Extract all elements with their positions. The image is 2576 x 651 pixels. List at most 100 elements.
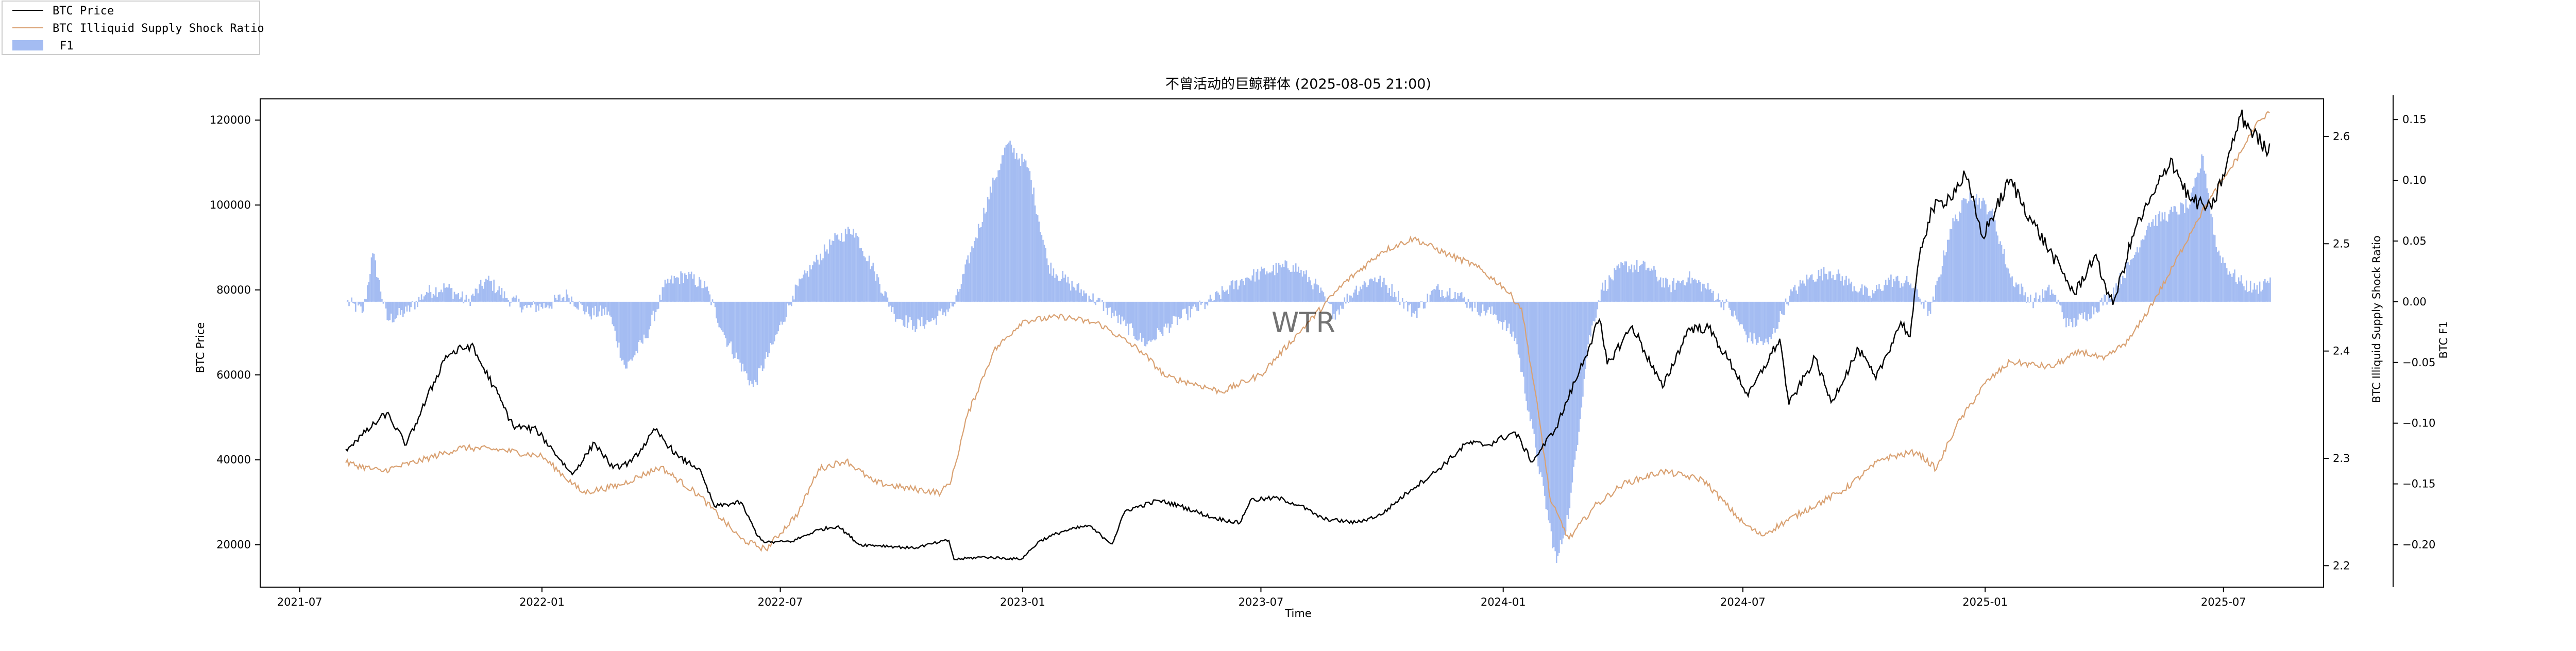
f1-bar [1637, 271, 1639, 302]
f1-bar [1431, 290, 1432, 302]
f1-bar [394, 301, 396, 319]
f1-bar [1038, 221, 1040, 302]
f1-bar [2256, 285, 2258, 302]
f1-bar [1615, 269, 1617, 302]
f1-tick-label: 0.15 [2402, 113, 2427, 126]
f1-bar [1452, 299, 1453, 302]
f1-bar [1170, 301, 1172, 328]
f1-bar [1612, 280, 1614, 302]
f1-bar [1295, 263, 1297, 302]
x-tick-label: 2022-07 [758, 596, 803, 608]
f1-bar [1192, 301, 1194, 307]
f1-bar [1256, 271, 1257, 302]
f1-bar [2011, 276, 2013, 302]
x-tick-label: 2024-07 [1720, 596, 1766, 608]
f1-bar [450, 288, 451, 302]
f1-bar [1822, 280, 1823, 302]
f1-bar [921, 301, 923, 317]
f1-bar [1664, 287, 1666, 302]
f1-bar [694, 285, 696, 302]
f1-bar [423, 296, 425, 302]
f1-bar [785, 301, 787, 317]
f1-bar [1999, 241, 2001, 302]
f1-bar [1846, 285, 1849, 302]
f1-bar [1877, 289, 1879, 302]
f1-bar [1365, 282, 1366, 302]
f1-bar [1873, 293, 1875, 302]
f1-bar [2158, 214, 2159, 302]
f1-bar [1995, 231, 1997, 302]
f1-bar [1764, 301, 1766, 343]
f1-bar [1046, 258, 1048, 302]
f1-bar [1443, 296, 1444, 302]
f1-bar [1097, 298, 1099, 302]
f1-bar [918, 301, 920, 320]
f1-bar [783, 301, 785, 322]
f1-bar [2066, 301, 2069, 318]
f1-bar [1870, 298, 1872, 302]
f1-bar [1432, 290, 1434, 302]
f1-bar [1313, 283, 1315, 302]
f1-bar [734, 301, 736, 358]
f1-bar [377, 278, 379, 302]
f1-bar [1086, 293, 1088, 302]
f1-bar [1723, 301, 1725, 311]
f1-bar [498, 286, 500, 302]
f1-bar [2242, 283, 2244, 302]
f1-bar [1220, 299, 1222, 302]
f1-bar [727, 301, 729, 346]
f1-bar [1737, 301, 1739, 322]
f1-bar [1852, 291, 1854, 302]
f1-bar [948, 301, 951, 309]
f1-bar [465, 295, 467, 302]
f1-bar [692, 279, 693, 302]
f1-bar [991, 192, 993, 302]
f1-bar [545, 301, 546, 308]
f1-bar [1588, 301, 1590, 335]
f1-bar [1881, 290, 1883, 302]
f1-bar [638, 301, 640, 342]
f1-bar [809, 265, 811, 302]
f1-bar [1903, 283, 1905, 302]
f1-bar [1611, 279, 1613, 302]
x-axis-label: Time [1284, 607, 1311, 620]
f1-bar [1067, 277, 1069, 302]
f1-bar [2159, 211, 2161, 302]
f1-bar [1361, 289, 1363, 302]
f1-bar [1825, 274, 1827, 302]
f1-bar [1742, 301, 1744, 329]
f1-bar [1516, 301, 1518, 345]
f1-bar [1257, 269, 1259, 302]
f1-bar [1867, 288, 1868, 302]
f1-bar [393, 301, 395, 322]
f1-bar [2056, 301, 2058, 304]
f1-bar [832, 241, 833, 302]
f1-bar [1639, 266, 1640, 302]
f1-bar [1126, 301, 1128, 324]
f1-bar [888, 301, 890, 307]
f1-bar [688, 272, 690, 302]
f1-bar [1268, 272, 1270, 302]
f1-bar [2218, 250, 2220, 302]
f1-bar [970, 252, 972, 302]
f1-bar [1076, 284, 1078, 302]
f1-bar [546, 301, 548, 307]
f1-bar [1438, 289, 1440, 302]
f1-bar [998, 170, 1001, 302]
f1-bar [705, 287, 707, 302]
f1-bar [1274, 275, 1276, 302]
f1-tick-label: 0.10 [2402, 174, 2427, 186]
f1-bar [1685, 285, 1686, 302]
f1-bar [364, 299, 366, 302]
f1-bar [1320, 287, 1322, 302]
f1-bar [621, 301, 622, 361]
f1-bar [1544, 301, 1546, 496]
f1-bar [1680, 283, 1681, 302]
f1-bar [1136, 301, 1138, 340]
f1-bar [402, 301, 404, 317]
f1-bar [2264, 279, 2266, 302]
f1-bar [642, 301, 643, 344]
f1-bar [1578, 301, 1580, 432]
f1-bar [1433, 288, 1435, 302]
